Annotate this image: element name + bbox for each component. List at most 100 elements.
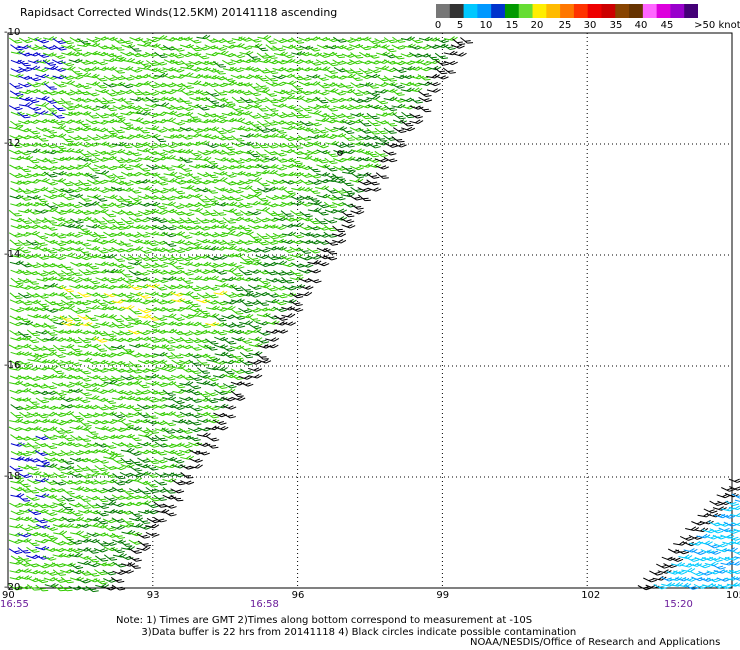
wind-barb — [704, 535, 719, 540]
wind-barb — [137, 255, 152, 261]
wind-barb — [87, 330, 102, 335]
wind-barb — [350, 134, 364, 141]
wind-barb — [137, 202, 152, 207]
wind-barb — [726, 582, 740, 587]
wind-barb — [95, 112, 109, 119]
wind-barb — [231, 96, 245, 104]
wind-barb — [357, 44, 372, 51]
wind-barb — [69, 240, 84, 245]
wind-barb — [163, 171, 178, 177]
wind-barb — [153, 284, 168, 291]
wind-barb — [69, 193, 84, 198]
wind-barb — [452, 52, 467, 57]
wind-barb — [409, 113, 423, 119]
wind-barb — [18, 486, 32, 493]
wind-barb — [119, 509, 134, 515]
wind-barb — [306, 96, 321, 102]
wind-barb — [649, 570, 663, 576]
wind-barb — [272, 299, 287, 306]
wind-barb — [180, 472, 194, 479]
wind-barb — [264, 132, 279, 138]
wind-barb — [10, 510, 25, 516]
wind-barb — [180, 64, 195, 70]
wind-barb — [162, 232, 177, 238]
wind-barb — [78, 195, 92, 202]
wind-barb — [95, 97, 109, 105]
wind-barb — [306, 149, 321, 155]
wind-barb — [179, 427, 193, 434]
wind-barb — [248, 83, 262, 90]
wind-barb — [350, 210, 365, 215]
wind-barb — [35, 102, 50, 107]
wind-barb — [53, 472, 67, 479]
wind-barb — [265, 179, 280, 185]
wind-barb — [350, 203, 364, 210]
wind-barb — [180, 277, 194, 284]
wind-barb — [239, 127, 253, 132]
wind-barb — [51, 495, 66, 502]
wind-barb — [171, 450, 185, 457]
wind-barb — [154, 262, 169, 268]
wind-barb — [298, 201, 313, 207]
wind-barb — [230, 67, 244, 73]
wind-barb — [161, 195, 176, 201]
wind-barb — [717, 583, 732, 589]
wind-barb — [43, 426, 58, 431]
wind-barb — [213, 329, 227, 336]
wind-barb — [102, 216, 116, 224]
wind-barb — [375, 112, 390, 117]
wind-barb — [342, 38, 356, 43]
graticule — [7, 32, 733, 589]
wind-barb — [77, 135, 91, 142]
wind-barb — [660, 576, 675, 582]
wind-barb — [179, 52, 193, 58]
wind-barb — [52, 38, 66, 44]
wind-barb — [61, 194, 75, 201]
wind-barb — [171, 398, 185, 405]
wind-barb — [27, 217, 41, 224]
wind-barb — [112, 292, 127, 298]
wind-barb — [273, 97, 287, 103]
wind-barb — [179, 126, 194, 132]
wind-barb — [291, 111, 305, 119]
wind-barb — [61, 547, 76, 553]
wind-barb — [163, 134, 178, 139]
wind-barb — [314, 127, 329, 134]
wind-barb — [195, 45, 210, 51]
wind-barb — [213, 176, 228, 182]
wind-barb — [68, 135, 83, 141]
wind-barb — [400, 81, 415, 87]
wind-barb — [171, 87, 186, 92]
wind-barb — [111, 89, 125, 95]
wind-barb — [111, 118, 126, 123]
wind-barb — [119, 66, 134, 71]
wind-barb — [17, 112, 31, 119]
wind-barb — [256, 299, 270, 306]
wind-barb — [42, 555, 57, 561]
wind-barb — [391, 53, 405, 60]
wind-barb — [153, 68, 168, 74]
wind-barb — [315, 117, 330, 122]
wind-barb — [314, 143, 329, 149]
wind-barb — [401, 60, 416, 65]
wind-barb — [77, 487, 92, 493]
wind-barb — [129, 51, 143, 58]
wind-barb — [60, 383, 75, 388]
wind-barb — [61, 104, 76, 111]
wind-barb — [102, 150, 117, 156]
wind-barb — [153, 60, 168, 66]
wind-barb — [179, 156, 193, 163]
wind-barb — [35, 38, 49, 44]
wind-barb — [265, 337, 280, 342]
wind-barb — [52, 457, 67, 463]
wind-barb — [443, 60, 458, 65]
wind-barb — [18, 82, 33, 88]
wind-barb — [128, 45, 142, 52]
wind-barb — [281, 313, 296, 318]
wind-barb — [161, 164, 175, 171]
wind-barb — [10, 442, 25, 447]
wind-barb — [332, 44, 347, 50]
color-bar-swatch — [477, 4, 492, 18]
wind-barb — [187, 217, 201, 224]
wind-barb — [418, 96, 433, 103]
